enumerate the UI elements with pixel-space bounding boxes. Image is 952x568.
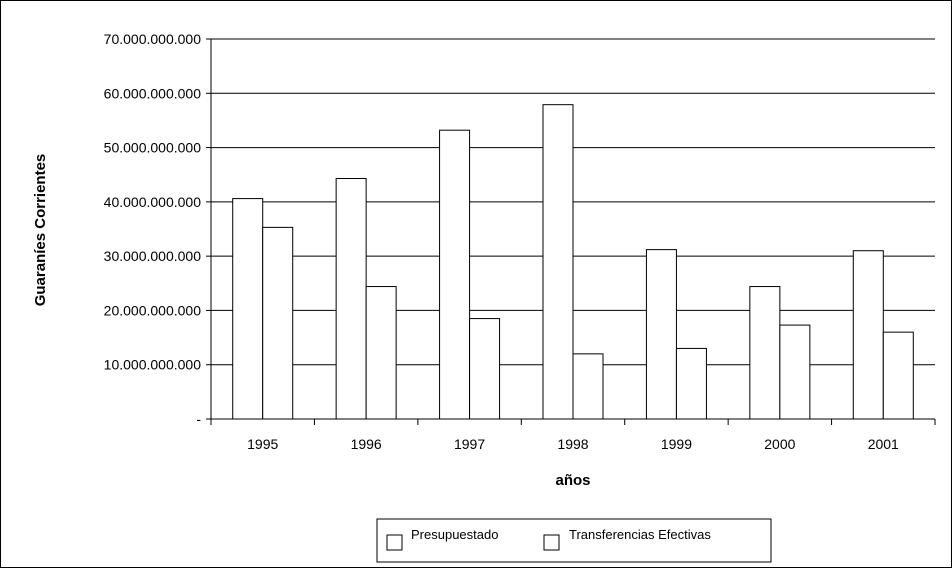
legend-box	[376, 518, 772, 563]
bar-transferencias-1998	[572, 353, 604, 420]
bar-presupuestado-1999	[645, 249, 677, 420]
bar-transferencias-1996	[365, 286, 397, 420]
y-axis-title: Guaraníes Corrientes	[32, 154, 49, 307]
bar-presupuestado-2001	[852, 250, 884, 420]
x-tick-label: 1997	[454, 436, 485, 452]
y-tick-label: 10.000.000.000	[104, 357, 202, 373]
legend-swatch-presupuestado	[386, 534, 403, 551]
bar-presupuestado-1995	[232, 198, 264, 420]
bar-transferencias-2001	[882, 331, 914, 420]
y-tick-label: 30.000.000.000	[104, 248, 202, 264]
legend: Presupuestado Transferencias Efectivas	[376, 518, 772, 563]
x-tick-label: 1999	[661, 436, 692, 452]
x-tick-labels: 1995 1996 1997 1998 1999 2000 2001	[247, 436, 899, 452]
bar-presupuestado-1996	[335, 178, 367, 420]
y-tick-label: 20.000.000.000	[104, 302, 202, 318]
x-tick-label: 2000	[764, 436, 795, 452]
y-tick-labels: - 10.000.000.000 20.000.000.000 30.000.000.…	[104, 31, 202, 427]
legend-label-presupuestado: Presupuestado	[411, 527, 498, 542]
bar-transferencias-2000	[779, 324, 811, 420]
bar-transferencias-1997	[469, 318, 501, 420]
y-tick-label: 50.000.000.000	[104, 140, 202, 156]
bars	[232, 104, 914, 420]
y-tick-label: 40.000.000.000	[104, 194, 202, 210]
x-tick-label: 1995	[247, 436, 278, 452]
bar-presupuestado-2000	[749, 286, 781, 420]
legend-label-transferencias: Transferencias Efectivas	[569, 527, 711, 542]
bar-presupuestado-1998	[542, 104, 574, 420]
x-tick-label: 1998	[557, 436, 588, 452]
bar-presupuestado-1997	[439, 129, 471, 420]
y-tick-label: 70.000.000.000	[104, 31, 202, 47]
legend-swatch-transferencias	[543, 534, 560, 551]
y-tick-label: 60.000.000.000	[104, 85, 202, 101]
x-axis-title: años	[555, 472, 590, 489]
x-tick-label: 1996	[351, 436, 382, 452]
x-tick-label: 2001	[868, 436, 899, 452]
bar-transferencias-1999	[675, 347, 707, 420]
bar-transferencias-1995	[262, 226, 294, 420]
y-tick-label: -	[196, 411, 201, 427]
axes	[206, 38, 936, 425]
